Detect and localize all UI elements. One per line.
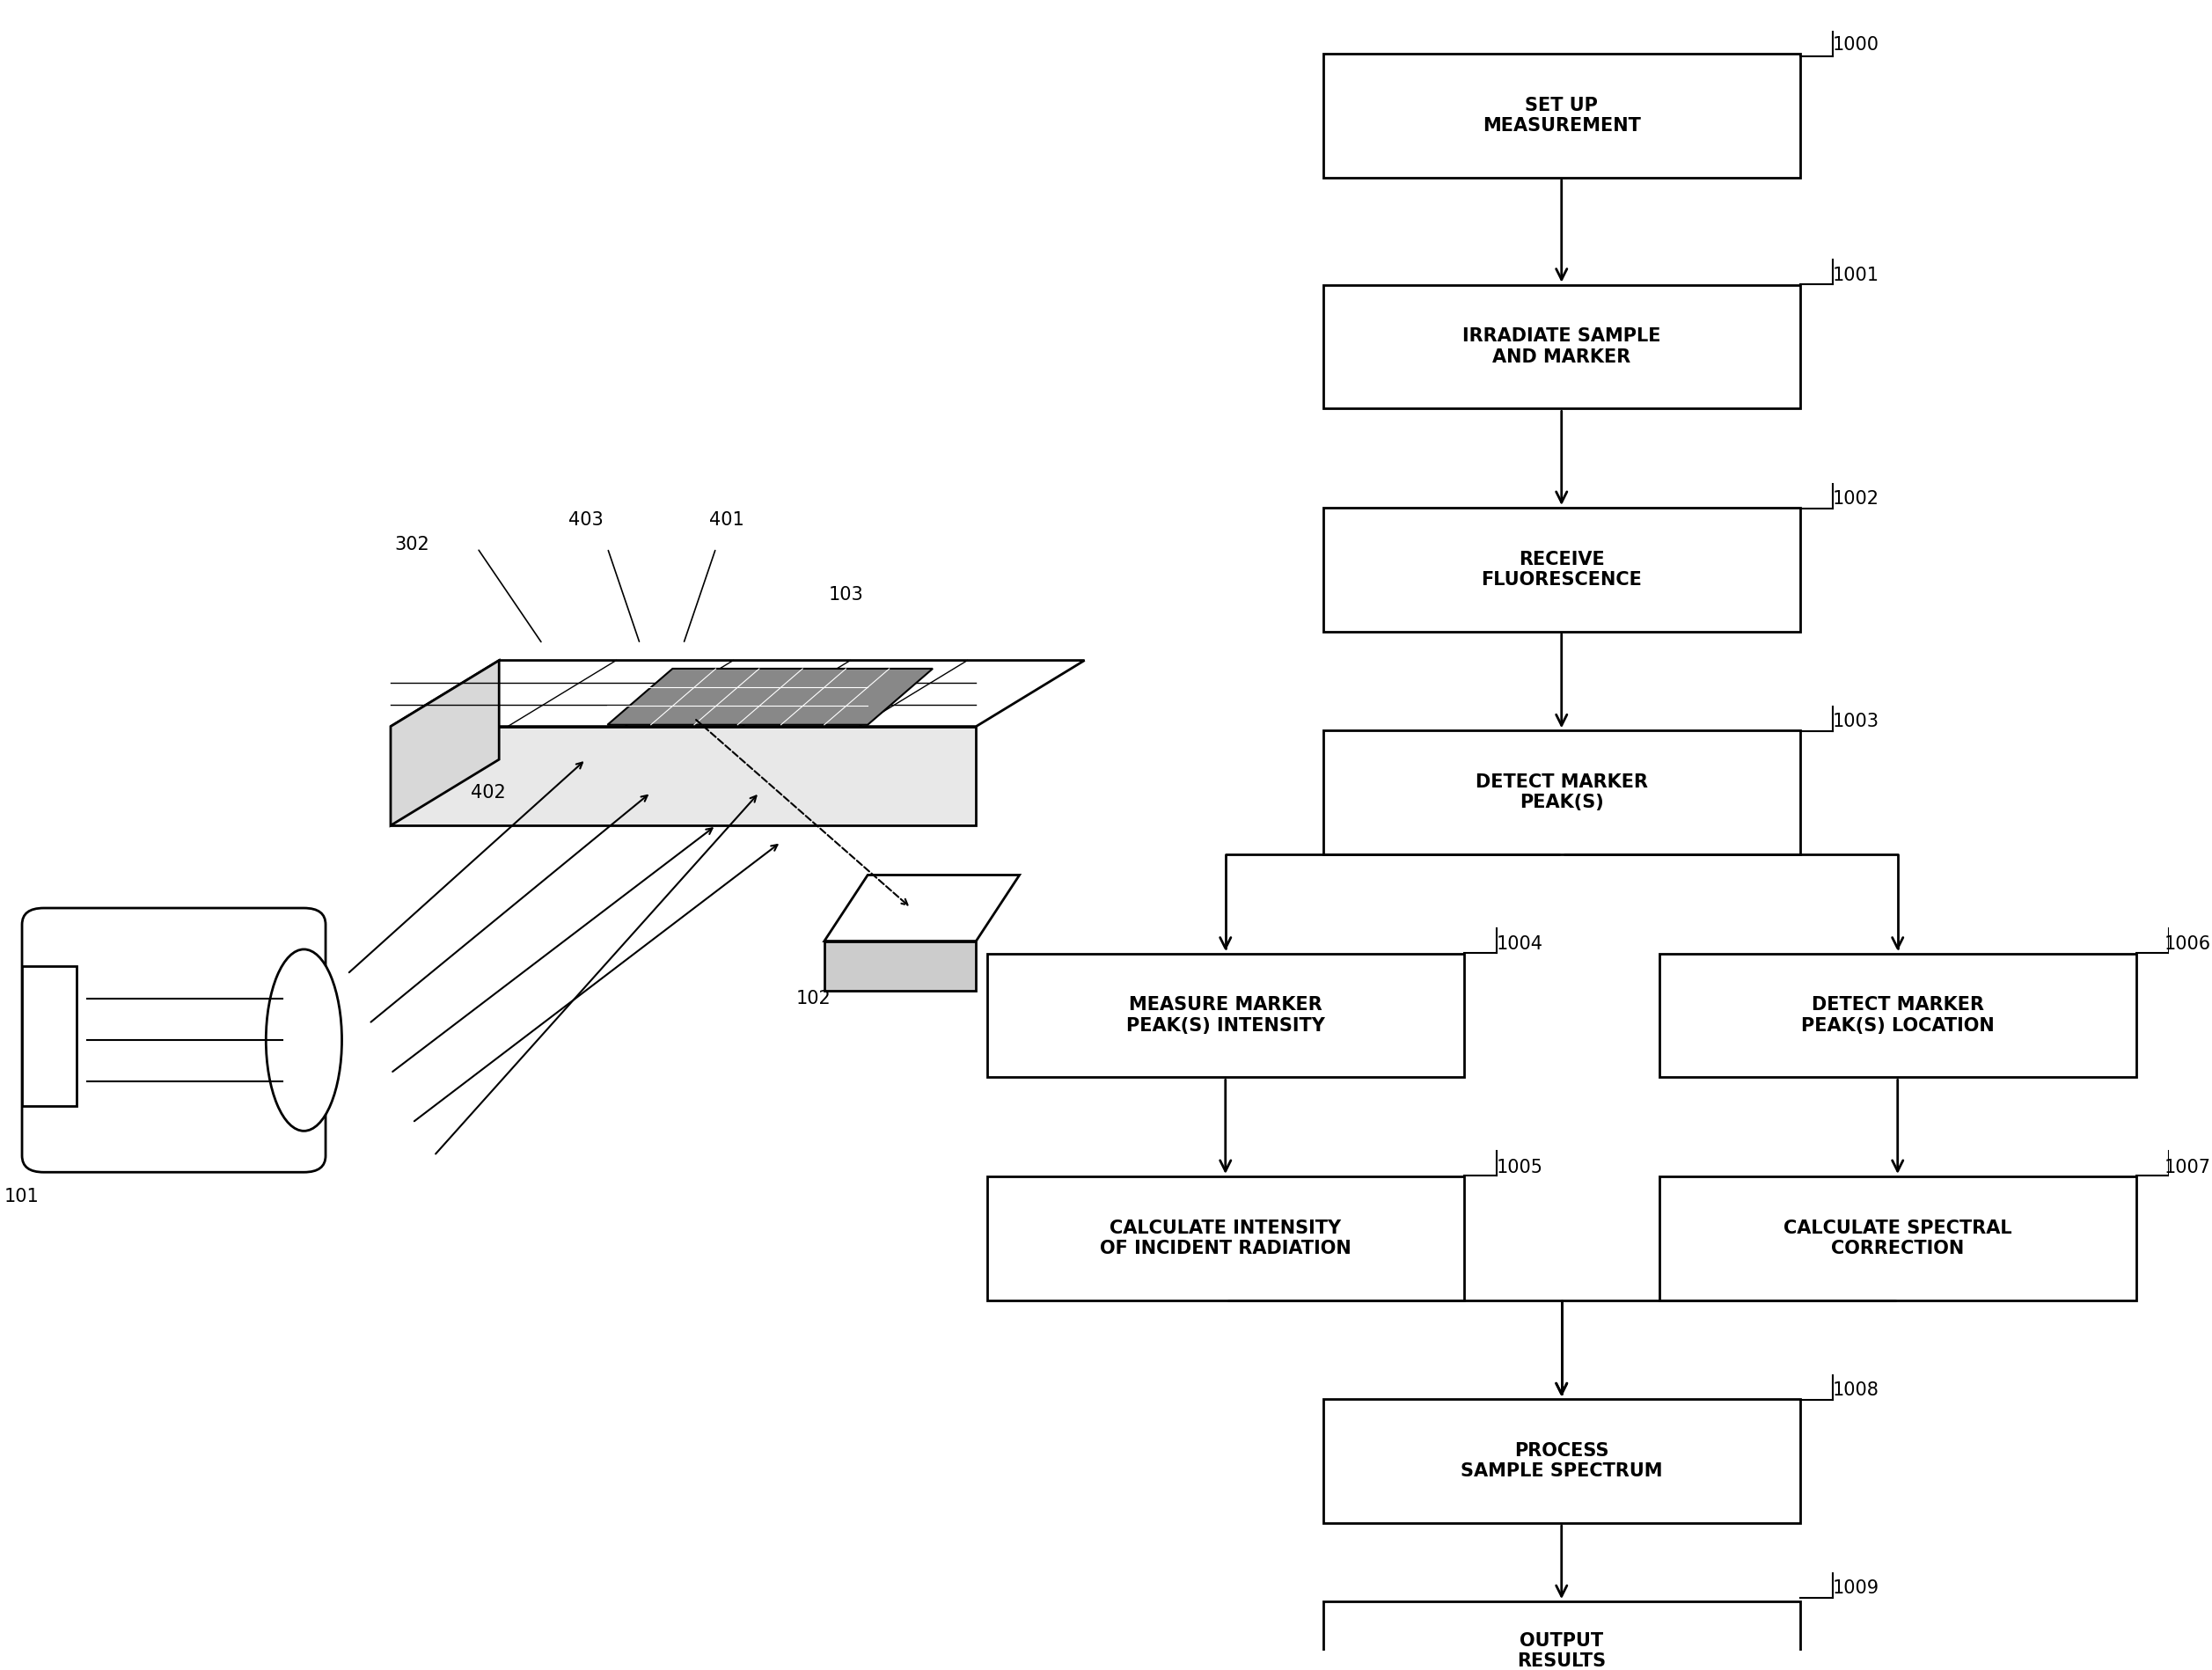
Text: 302: 302 <box>394 536 429 554</box>
Text: 1002: 1002 <box>1832 489 1880 508</box>
Text: IRRADIATE SAMPLE
AND MARKER: IRRADIATE SAMPLE AND MARKER <box>1462 327 1661 366</box>
FancyBboxPatch shape <box>1323 1399 1801 1523</box>
Text: 101: 101 <box>4 1187 40 1206</box>
Ellipse shape <box>265 949 343 1131</box>
FancyBboxPatch shape <box>987 954 1464 1077</box>
Text: 1008: 1008 <box>1832 1381 1880 1399</box>
Text: 103: 103 <box>830 586 863 603</box>
Text: CALCULATE SPECTRAL
CORRECTION: CALCULATE SPECTRAL CORRECTION <box>1783 1219 2013 1258</box>
FancyBboxPatch shape <box>1659 954 2137 1077</box>
Text: DETECT MARKER
PEAK(S): DETECT MARKER PEAK(S) <box>1475 773 1648 812</box>
Text: 403: 403 <box>568 511 604 529</box>
FancyBboxPatch shape <box>1659 1176 2137 1301</box>
Text: 1001: 1001 <box>1832 267 1880 284</box>
Text: 1006: 1006 <box>2163 935 2212 954</box>
Text: 1009: 1009 <box>1832 1580 1880 1597</box>
FancyBboxPatch shape <box>22 908 325 1172</box>
Text: DETECT MARKER
PEAK(S) LOCATION: DETECT MARKER PEAK(S) LOCATION <box>1801 997 1995 1034</box>
Text: 1000: 1000 <box>1832 35 1880 53</box>
Text: OUTPUT
RESULTS: OUTPUT RESULTS <box>1517 1632 1606 1670</box>
Text: CALCULATE INTENSITY
OF INCIDENT RADIATION: CALCULATE INTENSITY OF INCIDENT RADIATIO… <box>1099 1219 1352 1258</box>
FancyBboxPatch shape <box>1323 730 1801 855</box>
Polygon shape <box>825 942 975 990</box>
Polygon shape <box>392 726 975 825</box>
FancyBboxPatch shape <box>987 1176 1464 1301</box>
Polygon shape <box>825 875 1020 942</box>
FancyBboxPatch shape <box>1323 508 1801 631</box>
FancyBboxPatch shape <box>22 965 75 1106</box>
FancyBboxPatch shape <box>1323 53 1801 177</box>
FancyBboxPatch shape <box>1323 1602 1801 1670</box>
Text: 401: 401 <box>710 511 743 529</box>
Text: 1005: 1005 <box>1498 1159 1544 1176</box>
Text: 1007: 1007 <box>2163 1159 2212 1176</box>
Polygon shape <box>608 668 933 725</box>
Text: SET UP
MEASUREMENT: SET UP MEASUREMENT <box>1482 97 1641 135</box>
Text: 102: 102 <box>796 990 832 1007</box>
Text: 1003: 1003 <box>1832 713 1880 730</box>
Text: PROCESS
SAMPLE SPECTRUM: PROCESS SAMPLE SPECTRUM <box>1460 1443 1663 1480</box>
Text: RECEIVE
FLUORESCENCE: RECEIVE FLUORESCENCE <box>1482 551 1641 588</box>
FancyBboxPatch shape <box>1323 286 1801 409</box>
Polygon shape <box>392 660 500 825</box>
Polygon shape <box>392 660 1084 726</box>
Text: 1004: 1004 <box>1498 935 1544 954</box>
Text: 402: 402 <box>471 783 507 802</box>
Text: MEASURE MARKER
PEAK(S) INTENSITY: MEASURE MARKER PEAK(S) INTENSITY <box>1126 997 1325 1034</box>
